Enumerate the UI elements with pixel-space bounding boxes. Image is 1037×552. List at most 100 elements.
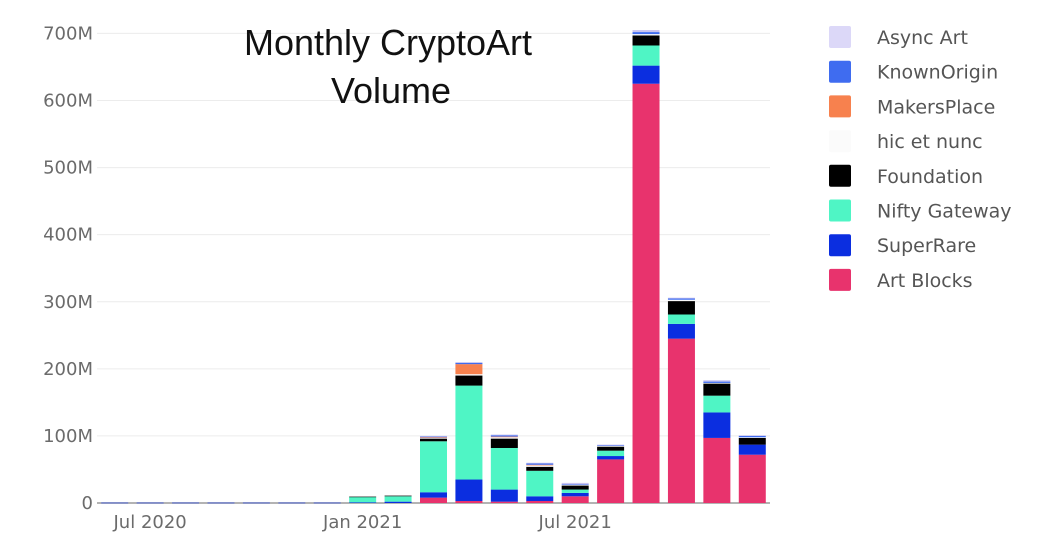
x-tick-label: Jul 2020	[113, 512, 187, 533]
bar-segment	[490, 501, 518, 503]
bar-segment	[632, 65, 660, 84]
bar-segment	[101, 502, 129, 504]
bar-segment	[136, 502, 164, 504]
bar-segment	[172, 502, 200, 504]
bar-segment	[455, 479, 483, 501]
bar-stack-2021-05	[490, 434, 518, 503]
legend-swatch	[829, 130, 851, 153]
legend-item[interactable]: KnownOrigin	[829, 60, 998, 84]
bar-segment	[490, 447, 518, 490]
legend-item[interactable]: Async Art	[829, 26, 968, 49]
bar-segment	[632, 83, 660, 504]
bar-segment	[420, 492, 447, 498]
legend-item[interactable]: Foundation	[829, 164, 983, 188]
bar-segment	[561, 492, 589, 497]
bar-segment	[455, 362, 483, 365]
bar-segment	[384, 495, 412, 497]
bar-segment	[384, 496, 412, 502]
y-tick-label: 300M	[43, 292, 93, 313]
legend-item[interactable]: hic et nunc	[829, 130, 983, 153]
bar-stack-2020-07	[136, 502, 164, 504]
bar-segment	[667, 298, 695, 300]
bar-segment	[667, 299, 695, 302]
legend-label: hic et nunc	[877, 131, 983, 153]
bar-segment	[526, 470, 554, 497]
y-tick-label: 100M	[43, 426, 93, 447]
bar-segment	[703, 382, 731, 384]
bar-segment	[667, 297, 695, 299]
legend-item[interactable]: SuperRare	[829, 234, 976, 257]
bar-segment	[490, 438, 518, 448]
bar-segment	[384, 501, 412, 503]
bar-segment	[455, 374, 483, 376]
y-tick-label: 500M	[43, 158, 93, 179]
legend-label: SuperRare	[877, 235, 976, 257]
bar-segment	[526, 463, 554, 465]
bar-stack-2021-09	[632, 30, 660, 504]
bar-segment	[738, 437, 766, 445]
legend-swatch	[829, 199, 851, 222]
legend-swatch	[829, 26, 851, 48]
bar-segment	[455, 364, 483, 375]
bar-stack-2021-08	[597, 444, 625, 503]
y-tick-label: 400M	[43, 225, 93, 246]
bar-segment	[632, 30, 660, 33]
bar-segment	[526, 496, 554, 501]
x-axis: Jul 2020 Jan 2021 Jul 2021	[113, 512, 612, 533]
bar-segment	[632, 45, 660, 66]
y-tick-label: 200M	[43, 359, 93, 380]
bar-segment	[349, 496, 377, 503]
bar-segment	[278, 502, 306, 504]
bar-segment	[667, 338, 695, 503]
legend-item[interactable]: Art Blocks	[829, 268, 973, 292]
bar-segment	[597, 445, 625, 446]
x-tick-label: Jan 2021	[322, 512, 402, 533]
bar-stack-2021-04	[455, 362, 483, 503]
bar-segment	[561, 489, 589, 493]
bar-segment	[349, 496, 377, 498]
bar-stack-2021-07	[561, 482, 589, 503]
legend-label: Async Art	[877, 27, 968, 49]
legend-label: Nifty Gateway	[877, 201, 1012, 223]
bar-segment	[455, 500, 483, 503]
bar-stack-2020-10	[242, 502, 270, 504]
bar-segment	[632, 34, 660, 36]
legend-label: KnownOrigin	[877, 62, 998, 84]
bar-segment	[632, 35, 660, 46]
bar-segment	[597, 459, 625, 503]
bar-segment	[703, 381, 731, 383]
legend-item[interactable]: MakersPlace	[829, 95, 995, 118]
bar-segment	[561, 485, 589, 490]
bar-segment	[420, 436, 447, 438]
bar-stack-2020-11	[278, 502, 306, 504]
bar-stack-2021-11	[703, 380, 731, 503]
legend-label: MakersPlace	[877, 96, 995, 118]
bar-segment	[526, 465, 554, 467]
bar-segment	[420, 438, 447, 442]
legend-swatch	[829, 268, 851, 291]
bar-segment	[667, 314, 695, 324]
bar-segment	[738, 435, 766, 438]
legend-swatch	[829, 234, 851, 257]
bar-segment	[738, 454, 766, 503]
y-tick-label: 700M	[43, 23, 93, 44]
y-tick-label: 0	[82, 493, 93, 514]
bar-segment	[703, 380, 731, 382]
y-tick-label: 600M	[43, 91, 93, 112]
bar-segment	[526, 464, 554, 466]
bar-segment	[738, 437, 766, 438]
bar-segment	[455, 375, 483, 386]
legend-item[interactable]: Nifty Gateway	[829, 199, 1012, 223]
bar-segment	[597, 445, 625, 447]
bar-segment	[597, 450, 625, 457]
bar-segment	[561, 496, 589, 503]
bar-stack-2020-09	[207, 502, 235, 504]
bar-segment	[561, 484, 589, 485]
legend-label: Art Blocks	[877, 270, 973, 292]
chart-title-line-2: Volume	[331, 70, 451, 111]
bar-segment	[455, 362, 483, 363]
bar-segment	[420, 441, 447, 493]
legend: Async Art KnownOrigin MakersPlace hic et nu…	[829, 26, 1012, 292]
bar-segment	[490, 436, 518, 438]
